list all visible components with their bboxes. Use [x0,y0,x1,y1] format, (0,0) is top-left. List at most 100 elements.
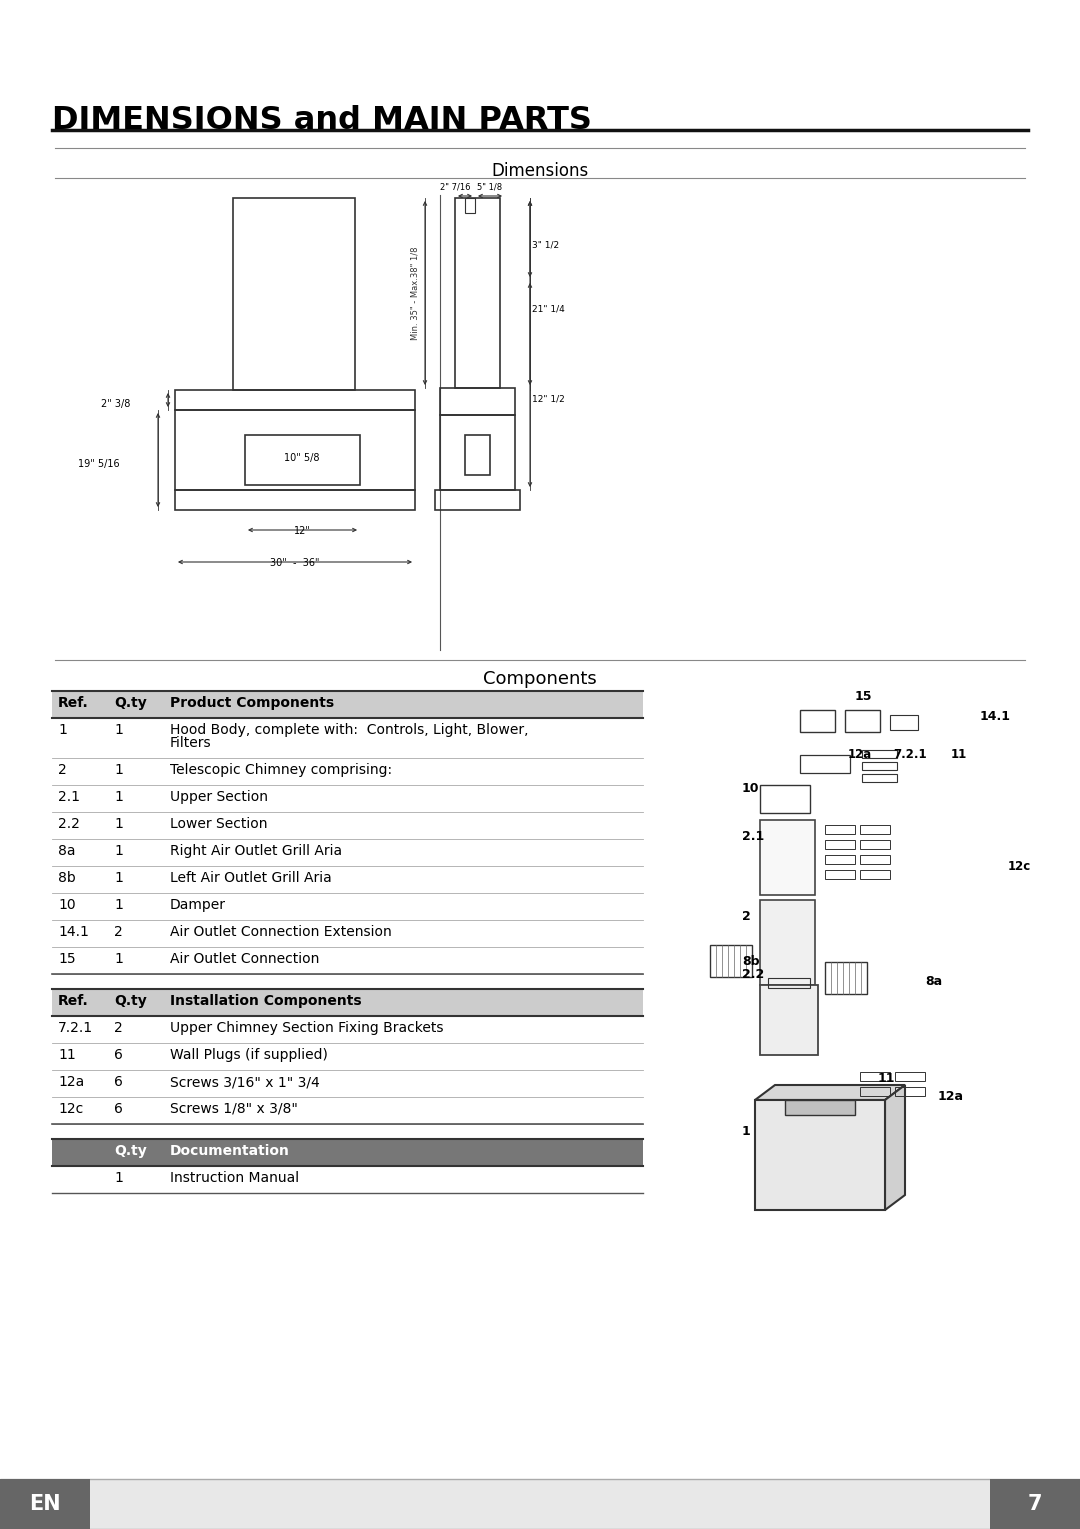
Text: 2.1: 2.1 [742,830,765,842]
Text: Components: Components [483,670,597,688]
Bar [233,197,355,390]
Text: Air Outlet Connection Extension: Air Outlet Connection Extension [170,925,392,939]
Bar [52,989,643,1015]
Text: EN: EN [29,1494,60,1514]
Bar [825,826,855,833]
Bar [860,1072,890,1081]
Text: 1: 1 [114,1171,123,1185]
Text: Hood Body, complete with:  Controls, Light, Blower,: Hood Body, complete with: Controls, Ligh… [170,723,528,737]
Polygon shape [755,1086,905,1099]
Text: Instruction Manual: Instruction Manual [170,1171,299,1185]
Text: 19" 5/16: 19" 5/16 [79,459,120,469]
Bar [455,197,500,388]
Text: 15: 15 [855,690,873,703]
Text: 1: 1 [114,898,123,911]
Text: Filters: Filters [170,735,212,751]
Text: 10" 5/8: 10" 5/8 [284,453,320,463]
Bar [760,985,818,1055]
Bar [768,979,810,988]
Text: 2.2: 2.2 [742,968,765,982]
Text: 6: 6 [114,1102,123,1116]
Text: 2" 3/8: 2" 3/8 [100,399,130,408]
Text: Upper Section: Upper Section [170,790,268,804]
Bar [825,855,855,864]
Bar [825,839,855,849]
Bar [860,839,890,849]
Bar [800,709,835,732]
Text: 5" 1/8: 5" 1/8 [477,183,502,193]
Text: 1: 1 [114,953,123,966]
Text: 30"  -  36": 30" - 36" [270,558,320,567]
Bar [862,761,897,771]
Bar [890,716,918,729]
Text: 12a: 12a [58,1075,84,1089]
Text: 1: 1 [742,1125,751,1138]
Text: 2: 2 [114,925,123,939]
Bar [862,751,897,758]
Text: Wall Plugs (if supplied): Wall Plugs (if supplied) [170,1047,328,1063]
Text: Upper Chimney Section Fixing Brackets: Upper Chimney Section Fixing Brackets [170,1021,444,1035]
Text: Left Air Outlet Grill Aria: Left Air Outlet Grill Aria [170,872,332,885]
Bar [860,870,890,879]
Bar [860,826,890,833]
Text: 7.2.1: 7.2.1 [58,1021,93,1035]
Text: 3" 1/2: 3" 1/2 [532,240,559,249]
Text: 1: 1 [58,723,67,737]
Text: Lower Section: Lower Section [170,816,268,830]
Text: 8a: 8a [58,844,76,858]
Text: Dimensions: Dimensions [491,162,589,180]
Text: Damper: Damper [170,898,226,911]
Bar [465,434,490,476]
Bar [435,489,519,511]
Text: 14.1: 14.1 [980,709,1011,723]
Text: 6: 6 [114,1075,123,1089]
Text: 1: 1 [114,763,123,777]
Text: Screws 1/8" x 3/8": Screws 1/8" x 3/8" [170,1102,298,1116]
Bar [0,1479,90,1529]
Text: 12": 12" [294,526,310,537]
Text: 8a: 8a [924,976,942,988]
Text: 8b: 8b [58,872,76,885]
Bar [760,784,810,813]
Bar [175,489,415,511]
Bar [845,709,880,732]
Text: 1: 1 [114,872,123,885]
Text: Right Air Outlet Grill Aria: Right Air Outlet Grill Aria [170,844,342,858]
Text: 2: 2 [58,763,67,777]
Text: 11: 11 [58,1047,76,1063]
Text: Documentation: Documentation [170,1144,289,1157]
Bar [245,434,360,485]
Text: 7.2.1: 7.2.1 [893,748,927,761]
Text: 11: 11 [878,1072,895,1086]
Bar [175,390,415,410]
Bar [52,1139,643,1167]
Bar [990,1479,1080,1529]
Text: 2.1: 2.1 [58,790,80,804]
Bar [760,820,815,894]
Text: 2: 2 [114,1021,123,1035]
Text: 12c: 12c [1008,859,1031,873]
Text: Ref.: Ref. [58,696,89,709]
Text: 12a: 12a [939,1090,964,1102]
Bar [860,855,890,864]
Bar [175,410,415,489]
Text: Product Components: Product Components [170,696,334,709]
Bar [860,1087,890,1096]
Text: 1: 1 [114,816,123,830]
Bar [52,691,643,719]
Text: 1: 1 [114,723,123,737]
Text: 12c: 12c [58,1102,83,1116]
Text: 1: 1 [114,844,123,858]
Text: 6: 6 [114,1047,123,1063]
Text: Ref.: Ref. [58,994,89,1008]
Text: Screws 3/16" x 1" 3/4: Screws 3/16" x 1" 3/4 [170,1075,320,1089]
Text: 1: 1 [114,790,123,804]
Bar [785,1099,855,1115]
Bar [895,1072,924,1081]
Bar [465,197,475,213]
Text: Q.ty: Q.ty [114,994,147,1008]
Text: 7: 7 [1028,1494,1042,1514]
Text: 2" 7/16: 2" 7/16 [440,183,470,193]
Bar [825,870,855,879]
Text: 21" 1/4: 21" 1/4 [532,304,565,313]
